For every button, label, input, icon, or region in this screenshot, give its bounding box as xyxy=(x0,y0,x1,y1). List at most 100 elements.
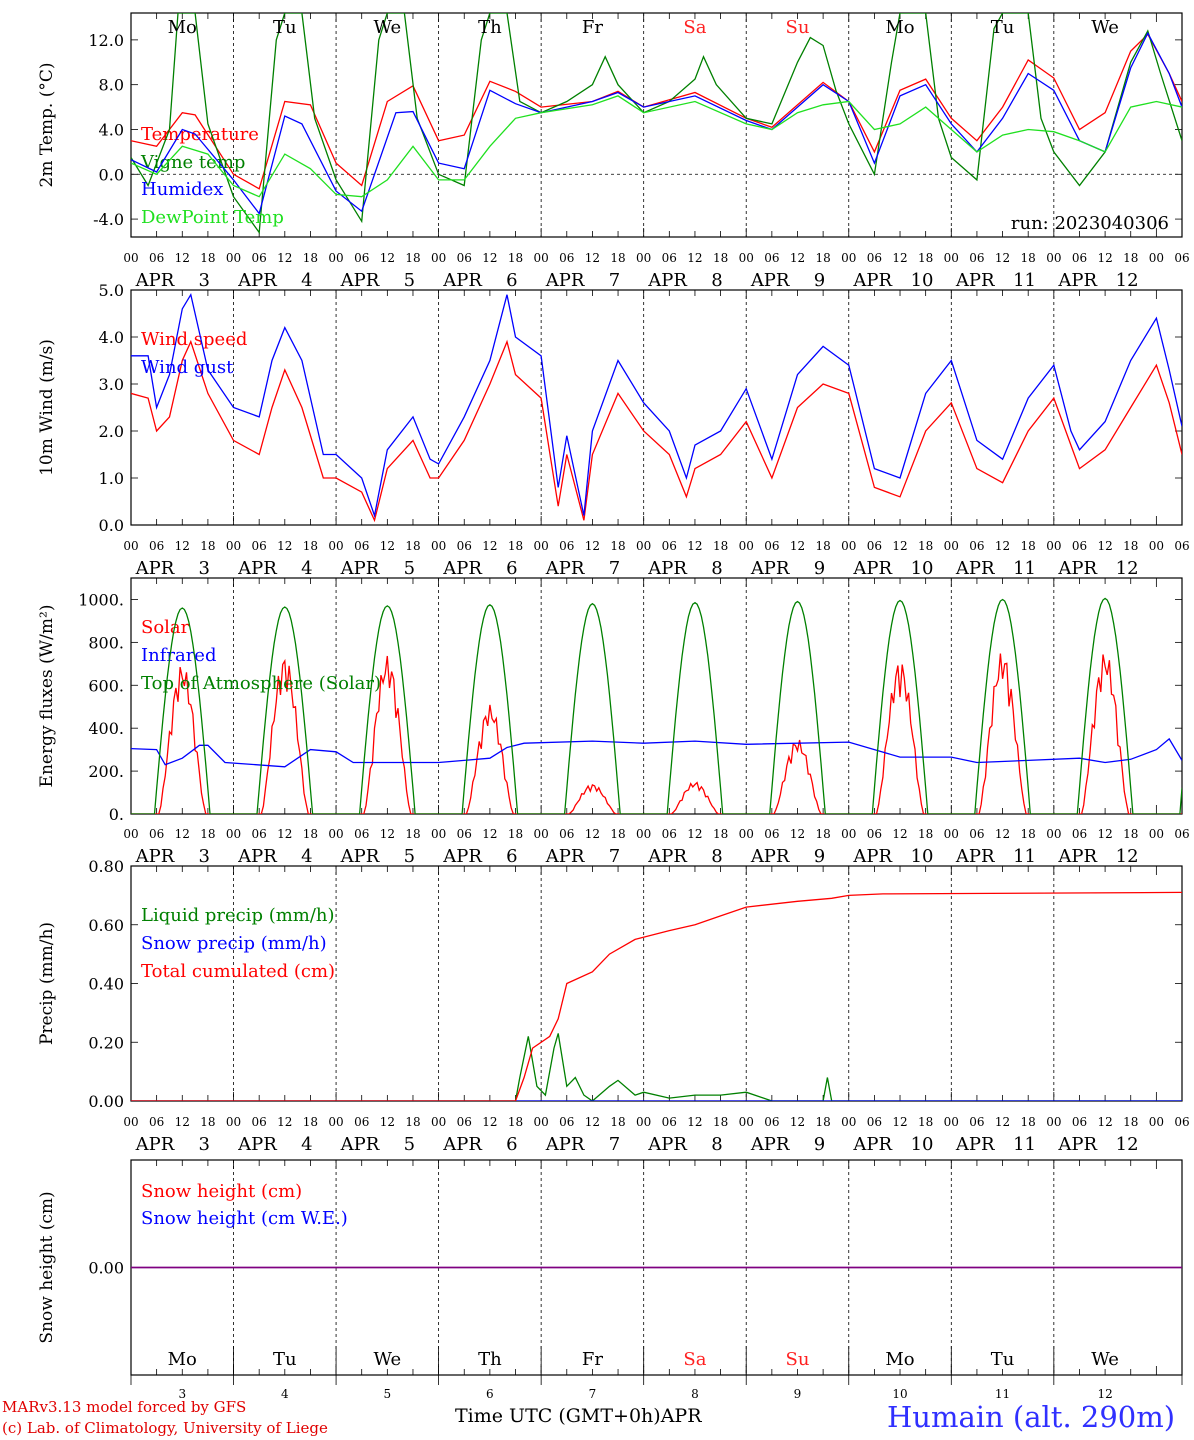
hour-tick-label: 12 xyxy=(380,539,395,553)
date-number-bottom: 11 xyxy=(995,1387,1010,1401)
hour-tick-label: 00 xyxy=(226,1115,241,1129)
hour-tick-label: 12 xyxy=(175,251,190,265)
panel-frame xyxy=(130,289,1183,526)
hour-tick-label: 00 xyxy=(944,539,959,553)
hour-tick-label: 06 xyxy=(662,1115,677,1129)
date-month-label: APR xyxy=(340,558,380,579)
weekday-label-bottom: We xyxy=(373,1349,401,1370)
series-temperature xyxy=(131,33,1182,190)
y-axis-label: Snow height (cm) xyxy=(37,1191,57,1343)
hour-tick-label: 06 xyxy=(354,251,369,265)
hour-tick-label: 18 xyxy=(815,251,830,265)
date-day-label: 9 xyxy=(814,1134,825,1155)
weekday-label-top: Tu xyxy=(991,17,1015,38)
date-month-label: APR xyxy=(237,846,277,867)
legend-infrared: Infrared xyxy=(141,645,216,666)
date-month-label: APR xyxy=(1057,1134,1097,1155)
weekday-label-bottom: Tu xyxy=(273,1349,297,1370)
hour-tick-label: 12 xyxy=(790,539,805,553)
hour-tick-label: 12 xyxy=(1097,251,1112,265)
hour-tick-label: 12 xyxy=(687,539,702,553)
hour-tick-label: 00 xyxy=(944,251,959,265)
date-day-label: 9 xyxy=(814,558,825,579)
y-tick-label: 8.0 xyxy=(99,76,124,95)
series-total-cumulated-cm xyxy=(131,891,1182,1101)
hour-tick-label: 00 xyxy=(841,827,856,841)
hour-tick-label: 18 xyxy=(508,539,523,553)
y-axis-label: Precip (mm/h) xyxy=(37,922,57,1045)
date-month-label: APR xyxy=(852,1134,892,1155)
hour-tick-label: 06 xyxy=(764,539,779,553)
hour-tick-label: 12 xyxy=(892,827,907,841)
date-number-bottom: 3 xyxy=(178,1387,186,1401)
weekday-label-bottom: Tu xyxy=(991,1349,1015,1370)
weekday-label-top: Mo xyxy=(885,17,914,38)
hour-tick-label: 06 xyxy=(354,539,369,553)
hour-tick-label: 12 xyxy=(585,827,600,841)
series-solar xyxy=(131,653,1182,814)
hour-tick-label: 00 xyxy=(1046,1115,1061,1129)
hour-tick-label: 00 xyxy=(841,1115,856,1129)
date-day-label: 12 xyxy=(1116,270,1139,291)
hour-tick-label: 00 xyxy=(841,251,856,265)
hour-tick-label: 18 xyxy=(303,539,318,553)
date-day-label: 5 xyxy=(404,1134,415,1155)
hour-tick-label: 06 xyxy=(252,1115,267,1129)
hour-tick-label: 12 xyxy=(277,827,292,841)
date-month-label: APR xyxy=(545,846,585,867)
series-wind-speed xyxy=(131,339,1182,523)
weekday-label-bottom: Sa xyxy=(683,1349,706,1370)
y-axis-label: 2m Temp. (°C) xyxy=(37,62,57,187)
date-month-label: APR xyxy=(340,1134,380,1155)
date-month-label: APR xyxy=(237,558,277,579)
date-month-label: APR xyxy=(750,846,790,867)
y-tick-label: 0.0 xyxy=(99,516,124,535)
date-month-label: APR xyxy=(237,270,277,291)
hour-tick-label: 00 xyxy=(1149,539,1164,553)
hour-tick-label: 00 xyxy=(841,539,856,553)
y-tick-label: 2.0 xyxy=(99,422,124,441)
hour-tick-label: 12 xyxy=(277,539,292,553)
date-month-label: APR xyxy=(955,558,995,579)
hour-tick-label: 12 xyxy=(585,251,600,265)
legend-total-cumulated-cm: Total cumulated (cm) xyxy=(141,961,335,982)
date-day-label: 4 xyxy=(301,270,312,291)
hour-tick-label: 06 xyxy=(764,251,779,265)
date-number-bottom: 8 xyxy=(691,1387,699,1401)
hour-tick-label: 18 xyxy=(508,251,523,265)
date-month-label: APR xyxy=(545,270,585,291)
y-axis-label: 10m Wind (m/s) xyxy=(37,339,57,476)
date-day-label: 10 xyxy=(911,1134,934,1155)
hour-tick-label: 12 xyxy=(790,251,805,265)
date-day-label: 8 xyxy=(711,270,722,291)
hour-tick-label: 06 xyxy=(969,539,984,553)
hour-tick-label: 18 xyxy=(1123,1115,1138,1129)
hour-tick-label: 18 xyxy=(1123,251,1138,265)
hour-tick-label: 12 xyxy=(995,1115,1010,1129)
hour-tick-label: 00 xyxy=(431,827,446,841)
hour-tick-label: 18 xyxy=(200,1115,215,1129)
hour-tick-label: 06 xyxy=(252,251,267,265)
hour-tick-label: 06 xyxy=(1072,251,1087,265)
date-day-label: 10 xyxy=(911,558,934,579)
date-month-label: APR xyxy=(340,270,380,291)
series-vigne-temp xyxy=(131,13,1182,235)
hour-tick-label: 12 xyxy=(995,539,1010,553)
hour-tick-label: 18 xyxy=(610,1115,625,1129)
date-month-label: APR xyxy=(135,1134,175,1155)
series-humidex xyxy=(131,31,1182,215)
hour-tick-label: 06 xyxy=(1072,827,1087,841)
date-month-label: APR xyxy=(955,270,995,291)
hour-tick-label: 06 xyxy=(662,827,677,841)
hour-tick-label: 12 xyxy=(380,827,395,841)
legend-snow-height-cm-w-e: Snow height (cm W.E.) xyxy=(141,1208,348,1229)
hour-tick-label: 18 xyxy=(918,827,933,841)
hour-tick-label: 06 xyxy=(149,1115,164,1129)
hour-tick-label: 06 xyxy=(354,1115,369,1129)
hour-tick-label: 18 xyxy=(713,1115,728,1129)
hour-tick-label: 06 xyxy=(1072,1115,1087,1129)
legend-vigne-temp: Vigne temp xyxy=(140,152,245,173)
hour-tick-label: 00 xyxy=(431,1115,446,1129)
hour-tick-label: 18 xyxy=(1021,539,1036,553)
